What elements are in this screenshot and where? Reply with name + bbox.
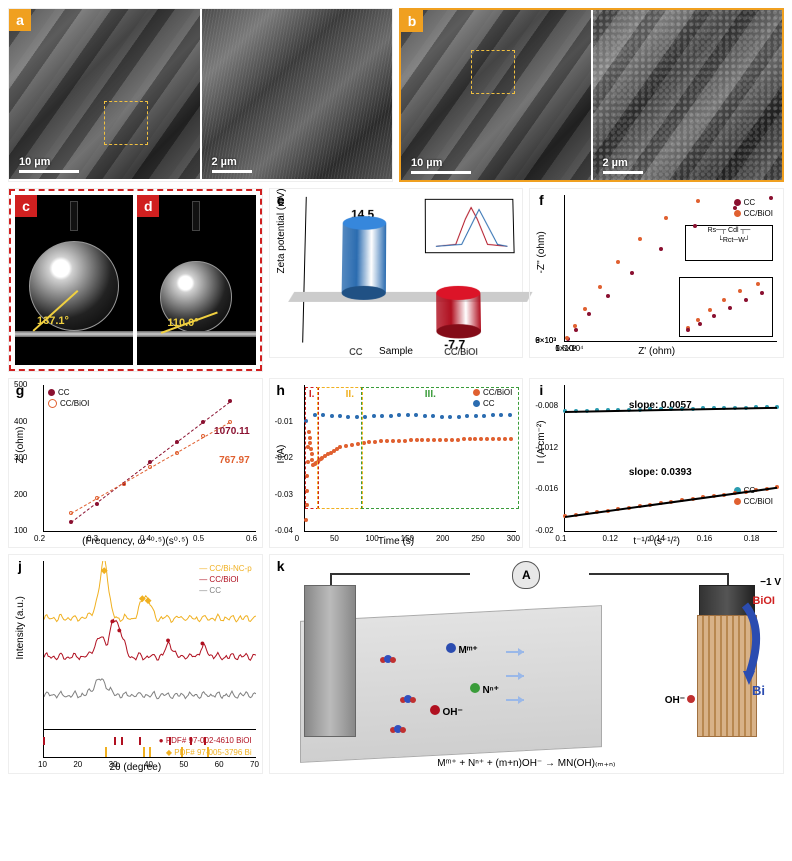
panel-letter-f: f [530, 189, 552, 211]
panel-f: f -Z'' (ohm) CC CC/BiOI Rs─┬ Cdl ┬─ └Rct… [529, 188, 784, 358]
panel-letter-d: d [137, 195, 159, 217]
panel-k: k A BiOI Bi −1 V Mᵐ⁺ + Nⁿ⁺ + (m+n)OH⁻ → … [269, 554, 784, 774]
panel-a: a 10 µm 2 µm [8, 8, 393, 182]
ylabel-j: Intensity (a.u.) [15, 596, 26, 659]
panel-cd: c 137.1° d 110.0° [8, 188, 263, 372]
panel-e: e Zeta potential (mV) 14.5CC-7.7CC/BiOI … [269, 188, 524, 358]
ammeter-icon: A [512, 561, 540, 589]
panel-letter-c: c [15, 195, 37, 217]
axes-g: CC CC/BiOI 1070.11 767.97 0.20.30.40.50.… [43, 385, 256, 532]
zero-plane [288, 292, 532, 302]
panel-letter-g: g [9, 379, 31, 401]
inset-e [424, 199, 514, 253]
bioi-to-bi-arrow [751, 605, 769, 665]
needle-c [70, 201, 78, 231]
sem-b-left: 10 µm [401, 10, 591, 180]
xlabel-e: Sample [270, 344, 523, 357]
scalebar-a-left: 10 µm [19, 156, 79, 173]
inset-f-circuit: Rs─┬ Cdl ┬─ └Rct─W┘ [685, 225, 773, 261]
slope-i-bioi: slope: 0.0393 [629, 467, 692, 478]
panel-i: i I (A cm⁻²) slope: 0.0057 slope: 0.0393… [529, 378, 784, 548]
panel-letter-h: h [270, 379, 292, 401]
bi-label: Bi [752, 683, 765, 698]
bioi-label: BiOI [752, 595, 775, 607]
axes-f: CC CC/BiOI Rs─┬ Cdl ┬─ └Rct─W┘ 05×10³1×1… [564, 195, 777, 342]
panel-letter-j: j [9, 555, 31, 577]
axes-h: CC/BiOI CC 050100150200250300-0.04-0.03-… [304, 385, 517, 532]
ion-OH⁻: OH⁻ [430, 705, 463, 718]
panel-j: j Intensity (a.u.) — CC/Bi-NC-p — CC/BiO… [8, 554, 263, 774]
angle-d: 110.0° [167, 317, 198, 329]
angle-c: 137.1° [37, 315, 69, 327]
legend-g: CC CC/BiOI [48, 387, 89, 409]
axes-i: slope: 0.0057 slope: 0.0393 CC CC/BiOI 0… [564, 385, 777, 532]
axes-j: — CC/Bi-NC-p — CC/BiOI — CC 102030405060… [43, 561, 256, 758]
panel-letter-i: i [530, 379, 552, 401]
substrate-d [137, 331, 255, 337]
ion-Mᵐ⁺: Mᵐ⁺ [446, 643, 478, 656]
scalebar-a-right: 2 µm [212, 156, 252, 173]
panel-letter-a: a [9, 9, 31, 31]
ylabel-f: -Z'' (ohm) [536, 231, 547, 273]
ion-Nⁿ⁺: Nⁿ⁺ [470, 683, 499, 696]
contact-angle-c: c 137.1° [15, 195, 133, 365]
xlabel-g: (Frequency, ω⁻⁰·⁵)(s⁰·⁵) [9, 534, 262, 547]
needle-d [192, 201, 200, 231]
panel-letter-b: b [401, 10, 423, 32]
reaction-equation: Mᵐ⁺ + Nⁿ⁺ + (m+n)OH⁻ → MN(OH)₍ₘ₊ₙ₎ [437, 758, 615, 769]
substrate-c [15, 331, 133, 337]
panel-letter-k: k [270, 555, 292, 577]
sem-b-roi [471, 50, 515, 94]
sem-a-roi [104, 101, 148, 145]
slope-bioi: 767.97 [219, 455, 250, 466]
sem-b-right: 2 µm [593, 10, 783, 180]
counter-electrode [304, 585, 356, 737]
panel-letter-e: e [270, 189, 292, 211]
sem-a-right: 2 µm [202, 9, 393, 179]
contact-angle-d: d 110.0° [137, 195, 255, 365]
sem-a-left: 10 µm [9, 9, 200, 179]
panel-b: b 10 µm 2 µm [399, 8, 784, 182]
legend-f: CC CC/BiOI [734, 197, 773, 219]
panel-h: h I (A) CC/BiOI CC 050100150200250300-0.… [269, 378, 524, 548]
scalebar-b-right: 2 µm [603, 157, 643, 174]
inset-f-zoom [679, 277, 773, 337]
figure-grid: a 10 µm 2 µm b 10 µm 2 µm c [8, 8, 784, 774]
scalebar-b-left: 10 µm [411, 157, 471, 174]
voltage-label: −1 V [760, 577, 781, 588]
panel-g: g Z' (ohm) CC CC/BiOI 1070.11 767.97 0.2… [8, 378, 263, 548]
axes-e: 14.5CC-7.7CC/BiOI [302, 197, 518, 343]
